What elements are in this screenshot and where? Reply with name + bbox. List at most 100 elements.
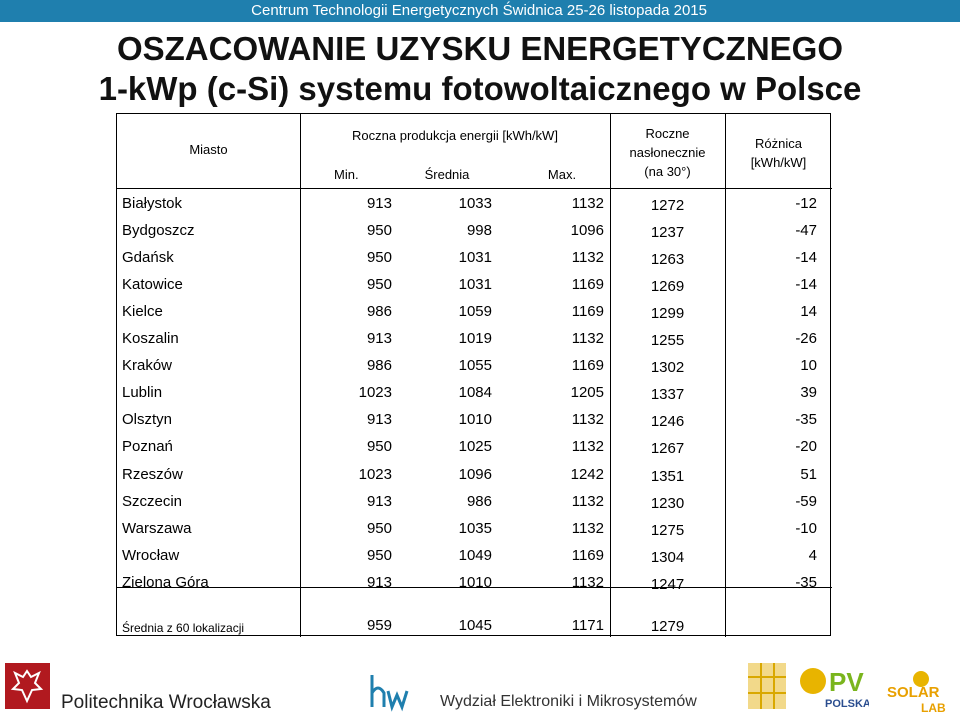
- min-value: 913: [366, 195, 392, 212]
- max-value: 1205: [570, 384, 604, 401]
- university-name: Politechnika Wrocławska: [61, 692, 271, 713]
- header-difference-line-1: Różnica: [755, 136, 802, 151]
- insolation-value: 1272: [650, 197, 685, 214]
- min-value: 986: [366, 303, 392, 320]
- summary-min: 959: [366, 617, 392, 634]
- avg-value: 1033: [458, 195, 492, 212]
- header-difference-line-2: [kWh/kW]: [750, 155, 807, 170]
- city-name: Wrocław: [122, 547, 180, 564]
- max-value: 1242: [570, 466, 604, 483]
- min-value: 950: [366, 547, 392, 564]
- city-name: Kraków: [122, 357, 173, 374]
- header-insolation-line-2: nasłonecznie: [629, 145, 706, 160]
- header-insolation-line-1: Roczne: [645, 126, 690, 141]
- difference-value: 39: [800, 384, 817, 401]
- avg-value: 1031: [458, 276, 492, 293]
- max-value: 1169: [571, 276, 604, 293]
- min-value: 950: [366, 249, 392, 266]
- insolation-value: 1267: [650, 440, 685, 457]
- event-title: Centrum Technologii Energetycznych Świdn…: [251, 2, 707, 19]
- difference-value: -10: [795, 520, 817, 537]
- avg-value: 1019: [458, 330, 492, 347]
- city-name: Gdańsk: [122, 249, 174, 266]
- min-value: 1023: [358, 466, 392, 483]
- city-name: Koszalin: [122, 330, 179, 347]
- min-value: 913: [366, 574, 392, 591]
- header-city: Miasto: [189, 142, 228, 157]
- city-name: Kielce: [122, 303, 163, 320]
- insolation-value: 1337: [650, 386, 685, 403]
- header-min: Min.: [334, 167, 359, 182]
- avg-value: 1049: [458, 547, 492, 564]
- grid-line: [725, 114, 726, 637]
- difference-value: -47: [795, 222, 817, 239]
- difference-value: -35: [795, 411, 817, 428]
- max-value: 1132: [571, 249, 604, 266]
- hw-logo-icon: [370, 675, 409, 712]
- header-avg: Średnia: [424, 167, 470, 182]
- difference-value: -12: [795, 195, 817, 212]
- min-value: 986: [366, 357, 392, 374]
- insolation-value: 1247: [650, 576, 685, 593]
- insolation-value: 1302: [650, 359, 685, 376]
- min-value: 950: [366, 520, 392, 537]
- difference-value: -14: [795, 276, 817, 293]
- max-value: 1132: [571, 574, 604, 591]
- header-annual-production: Roczna produkcja energii [kWh/kW]: [352, 128, 558, 143]
- avg-value: 1025: [458, 438, 492, 455]
- city-name: Olsztyn: [122, 411, 173, 428]
- difference-value: -59: [795, 493, 817, 510]
- insolation-value: 1263: [650, 251, 685, 268]
- max-value: 1132: [571, 330, 604, 347]
- city-name: Lublin: [122, 384, 163, 401]
- max-value: 1132: [571, 411, 604, 428]
- solarlab-logo: SOLAR LAB: [887, 671, 946, 715]
- min-value: 950: [366, 276, 392, 293]
- min-value: 913: [366, 330, 392, 347]
- city-name: Warszawa: [122, 520, 192, 537]
- grid-line: [117, 188, 832, 189]
- difference-value: 51: [800, 466, 817, 483]
- insolation-value: 1230: [650, 495, 685, 512]
- city-name: Rzeszów: [122, 466, 183, 483]
- difference-value: -14: [795, 249, 817, 266]
- avg-value: 986: [466, 493, 492, 510]
- max-value: 1132: [571, 438, 604, 455]
- difference-value: 4: [808, 547, 817, 564]
- min-value: 1023: [358, 384, 392, 401]
- avg-value: 1084: [458, 384, 492, 401]
- insolation-value: 1246: [650, 413, 685, 430]
- min-value: 913: [366, 411, 392, 428]
- city-name: Katowice: [122, 276, 183, 293]
- max-value: 1132: [571, 520, 604, 537]
- difference-value: -26: [795, 330, 817, 347]
- difference-value: 14: [800, 303, 817, 320]
- insolation-value: 1299: [650, 305, 685, 322]
- svg-text:LAB: LAB: [921, 701, 946, 715]
- avg-value: 1035: [458, 520, 492, 537]
- difference-value: 10: [800, 357, 817, 374]
- insolation-value: 1275: [650, 522, 685, 539]
- page-title-line-2: 1-kWp (c-Si) systemu fotowoltaicznego w …: [98, 70, 862, 107]
- max-value: 1096: [570, 222, 604, 239]
- insolation-value: 1255: [650, 332, 685, 349]
- city-name: Białystok: [122, 195, 183, 212]
- svg-text:SOLAR: SOLAR: [887, 684, 940, 701]
- faculty-name: Wydział Elektroniki i Mikrosystemów: [440, 693, 697, 710]
- min-value: 950: [366, 438, 392, 455]
- header-max: Max.: [547, 167, 577, 182]
- max-value: 1169: [571, 303, 604, 320]
- city-name: Zielona Góra: [122, 574, 209, 591]
- difference-value: -20: [795, 438, 817, 455]
- min-value: 950: [366, 222, 392, 239]
- svg-text:POLSKA: POLSKA: [825, 698, 869, 710]
- avg-value: 1059: [458, 303, 492, 320]
- avg-value: 1055: [458, 357, 492, 374]
- grid-line: [610, 114, 611, 637]
- energy-yield-table: Miasto Roczna produkcja energii [kWh/kW]…: [116, 113, 832, 637]
- grid-line: [300, 114, 301, 637]
- svg-text:PV: PV: [829, 667, 864, 697]
- pwr-eagle-icon: [5, 663, 50, 709]
- max-value: 1169: [571, 547, 604, 564]
- summary-max: 1171: [571, 617, 604, 634]
